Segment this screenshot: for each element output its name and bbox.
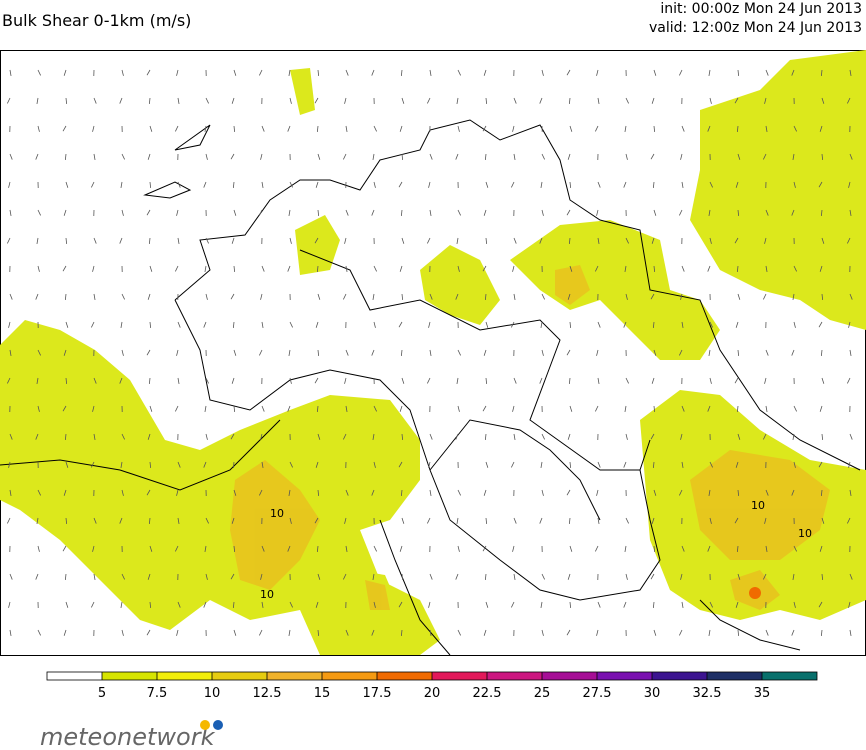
map: 10 10 10 10	[0, 50, 866, 656]
colorbar-segment	[102, 672, 157, 680]
logo-dot	[200, 720, 210, 730]
logo: meteonetwork	[40, 720, 223, 746]
contour-label: 10	[798, 527, 812, 540]
colorbar-segment	[322, 672, 377, 680]
colorbar-tick-label: 25	[534, 686, 551, 701]
valid-time: valid: 12:00z Mon 24 Jun 2013	[649, 20, 862, 36]
colorbar-segment	[47, 672, 102, 680]
colorbar-segment	[487, 672, 542, 680]
colorbar-segment	[707, 672, 762, 680]
colorbar-tick-label: 22.5	[473, 686, 502, 701]
colorbar-tick-label: 20	[424, 686, 441, 701]
colorbar-segment	[267, 672, 322, 680]
colorbar-tick-label: 35	[754, 686, 771, 701]
contour-label: 10	[260, 588, 274, 601]
title: Bulk Shear 0-1km (m/s)	[2, 11, 191, 30]
colorbar-segment	[652, 672, 707, 680]
colorbar-tick-label: 10	[204, 686, 221, 701]
colorbar-tick-label: 7.5	[147, 686, 168, 701]
shear-max	[749, 587, 761, 599]
colorbar-tick-label: 15	[314, 686, 331, 701]
colorbar-segment	[597, 672, 652, 680]
contour-label: 10	[270, 507, 284, 520]
colorbar-segment	[432, 672, 487, 680]
colorbar-tick-label: 17.5	[363, 686, 392, 701]
colorbar-segment	[157, 672, 212, 680]
colorbar-tick-label: 32.5	[693, 686, 722, 701]
colorbar-segment	[542, 672, 597, 680]
colorbar-tick-label: 5	[98, 686, 106, 701]
colorbar: 5 7.5 10 12.5 15 17.5 20 22.5 25 27.5 30 32.5 35	[47, 672, 817, 701]
colorbar-segment	[212, 672, 267, 680]
colorbar-tick-label: 12.5	[253, 686, 282, 701]
colorbar-segment	[377, 672, 432, 680]
contour-label: 10	[751, 499, 765, 512]
logo-text: meteonetwork	[40, 723, 216, 746]
colorbar-segment	[762, 672, 817, 680]
init-time: init: 00:00z Mon 24 Jun 2013	[660, 1, 862, 17]
colorbar-tick-label: 30	[644, 686, 661, 701]
colorbar-tick-label: 27.5	[583, 686, 612, 701]
logo-dot	[213, 720, 223, 730]
